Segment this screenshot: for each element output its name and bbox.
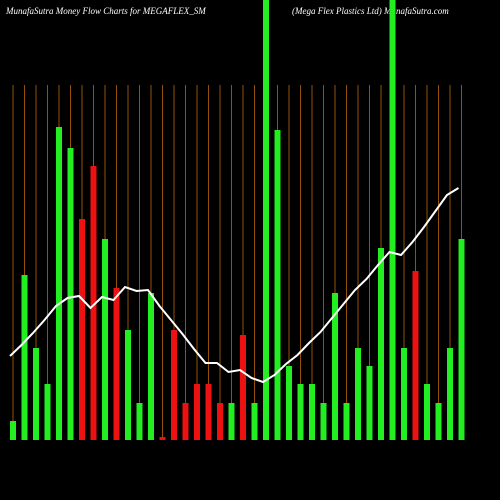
bar [194, 384, 200, 440]
bar [159, 437, 166, 440]
bar [90, 166, 97, 440]
bar [44, 384, 51, 440]
bar [33, 348, 39, 440]
bar [217, 403, 223, 440]
bar [401, 348, 407, 440]
bar [125, 330, 131, 440]
bar [286, 366, 292, 440]
bar [447, 348, 453, 440]
bar [113, 288, 120, 440]
bar [67, 148, 74, 440]
bar [251, 403, 258, 440]
bar [412, 271, 419, 440]
bar [148, 293, 154, 440]
bar [378, 248, 384, 440]
bar [263, 0, 269, 440]
bar [320, 403, 327, 440]
bar [458, 239, 465, 440]
bar [21, 275, 28, 440]
bar [136, 403, 143, 440]
bar [205, 384, 212, 440]
bar [171, 330, 177, 440]
money-flow-line [9, 187, 460, 384]
bar [102, 239, 108, 440]
bar [10, 421, 16, 440]
bar [366, 366, 373, 440]
chart-subtitle: (Mega Flex Plastics Ltd) MunafaSutra.com [292, 6, 449, 16]
bar [240, 335, 246, 440]
bar [424, 384, 430, 440]
bar [297, 384, 304, 440]
bar [389, 0, 396, 440]
bar [79, 219, 85, 440]
bar [274, 130, 281, 440]
bar [343, 403, 350, 440]
bar [182, 403, 189, 440]
bar [332, 293, 338, 440]
bar [435, 403, 442, 440]
bar [309, 384, 315, 440]
bar [228, 403, 235, 440]
chart-title: MunafaSutra Money Flow Charts for MEGAFL… [5, 6, 206, 16]
bar [56, 127, 62, 440]
bar [355, 348, 361, 440]
